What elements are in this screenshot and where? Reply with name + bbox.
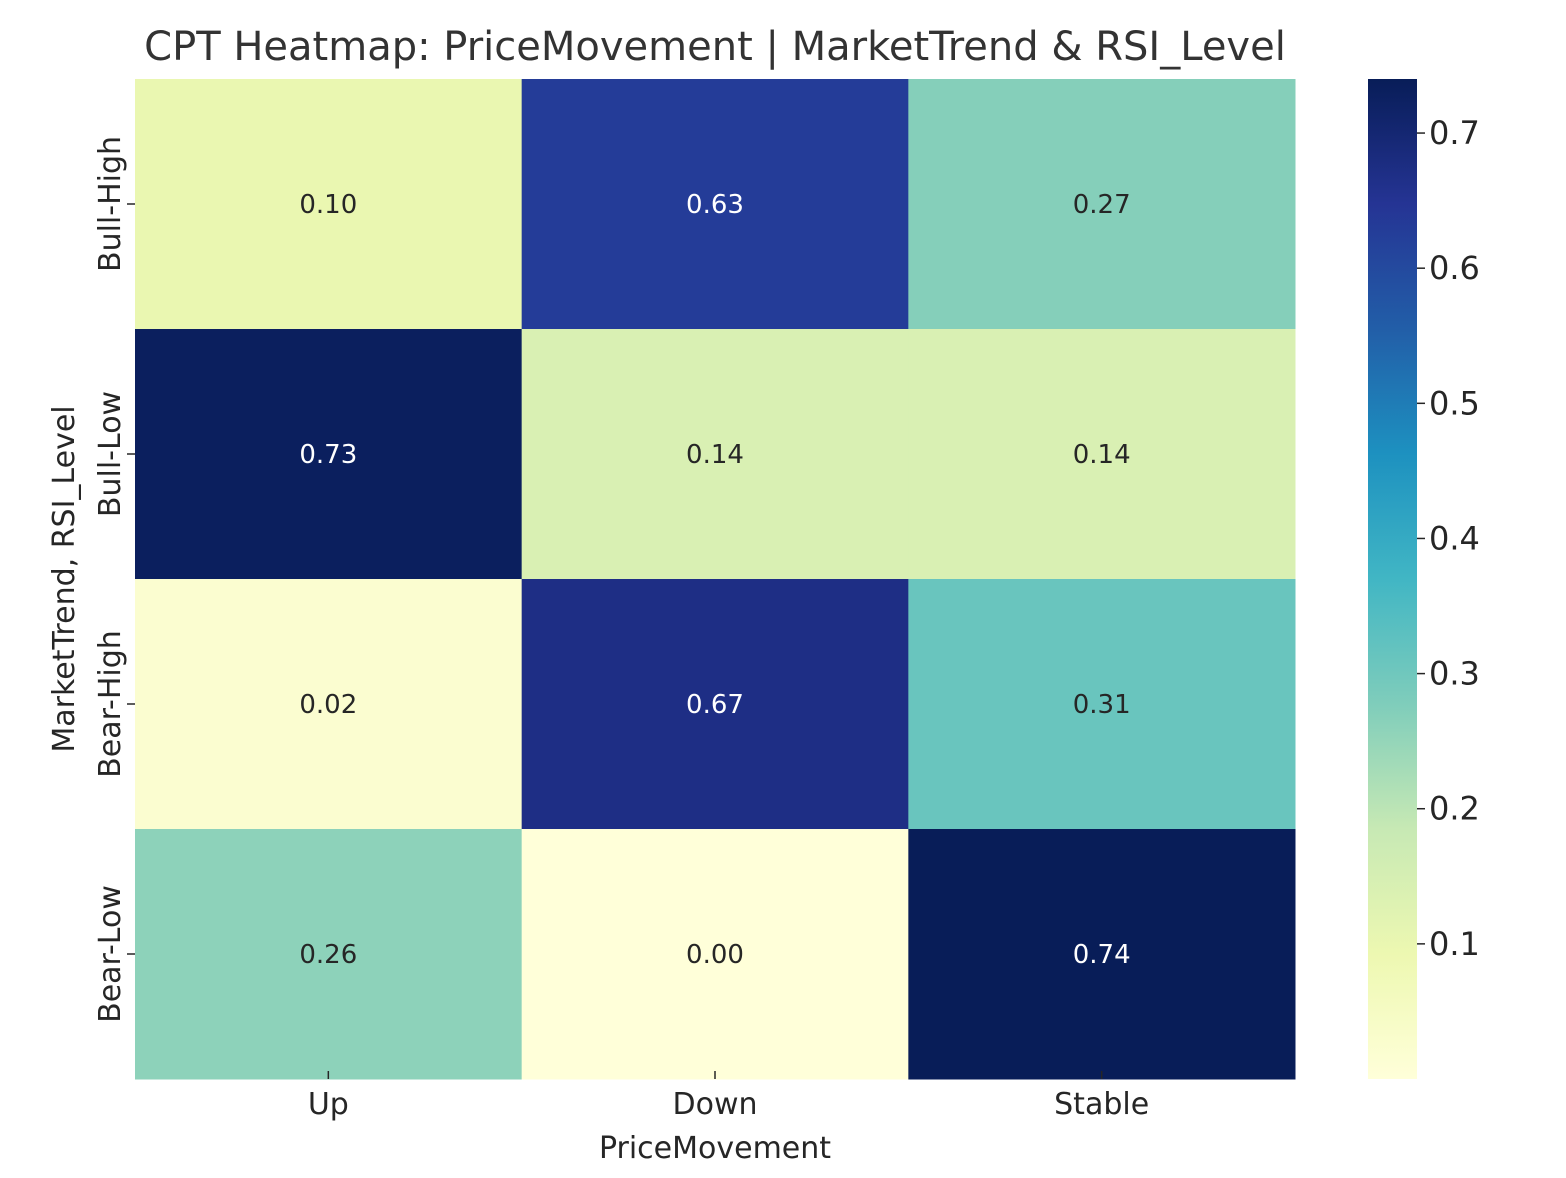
y-axis-label: MarketTrend, RSI_Level bbox=[47, 405, 82, 752]
x-axis-label: PriceMovement bbox=[599, 1131, 831, 1166]
cell-value-label: 0.10 bbox=[299, 190, 357, 220]
cell-value-label: 0.67 bbox=[686, 690, 744, 720]
heatmap-cells: 0.10 0.63 0.27 0.73 0.14 0.14 0.02 0.67 0.31 0.26… bbox=[135, 79, 1296, 1080]
y-tick-label: Bear-High bbox=[93, 630, 128, 778]
colorbar-tick-label: 0.4 bbox=[1429, 519, 1480, 557]
x-tick-label: Down bbox=[672, 1087, 757, 1122]
heatmap-cell-Bull-Low-Stable bbox=[908, 329, 1296, 580]
cell-value-label: 0.63 bbox=[686, 190, 744, 220]
colorbar-ticks: 0.1 0.2 0.3 0.4 0.5 0.6 0.7 bbox=[1417, 114, 1480, 963]
cell-value-label: 0.74 bbox=[1073, 940, 1131, 970]
cell-value-label: 0.02 bbox=[299, 690, 357, 720]
heatmap-cell-Bear-High-Stable bbox=[908, 579, 1296, 830]
y-axis-ticks: Bull-High Bull-Low Bear-High Bear-Low bbox=[93, 136, 135, 1023]
cell-value-label: 0.14 bbox=[686, 440, 744, 470]
heatmap-cell-Bull-High-Stable bbox=[908, 79, 1296, 330]
heatmap-cell-Bear-High-Down bbox=[521, 579, 909, 830]
x-tick-label: Stable bbox=[1054, 1087, 1149, 1122]
chart-title: CPT Heatmap: PriceMovement | MarketTrend… bbox=[144, 24, 1286, 70]
cell-value-label: 0.14 bbox=[1073, 440, 1131, 470]
cell-value-label: 0.73 bbox=[299, 440, 357, 470]
heatmap-cell-Bull-High-Down bbox=[521, 79, 909, 330]
heatmap-cell-Bull-High-Up bbox=[135, 79, 523, 330]
colorbar-tick-label: 0.2 bbox=[1429, 790, 1480, 828]
colorbar-tick-label: 0.7 bbox=[1429, 114, 1480, 152]
colorbar-tick-label: 0.6 bbox=[1429, 249, 1480, 287]
colorbar-tick-label: 0.3 bbox=[1429, 655, 1480, 693]
colorbar-tick-label: 0.5 bbox=[1429, 384, 1480, 422]
y-tick-label: Bull-High bbox=[93, 136, 128, 272]
cell-value-label: 0.26 bbox=[299, 940, 357, 970]
heatmap-cell-Bear-Low-Up bbox=[135, 829, 523, 1080]
heatmap-cell-Bear-Low-Down bbox=[521, 829, 909, 1080]
colorbar bbox=[1368, 79, 1417, 1079]
colorbar-tick-label: 0.1 bbox=[1429, 925, 1480, 963]
y-tick-label: Bull-Low bbox=[93, 391, 128, 517]
heatmap-cell-Bull-Low-Down bbox=[521, 329, 909, 580]
cell-value-label: 0.00 bbox=[686, 940, 744, 970]
heatmap-cell-Bull-Low-Up bbox=[135, 329, 523, 580]
x-tick-label: Up bbox=[308, 1087, 349, 1122]
x-axis-ticks: Up Down Stable bbox=[308, 1071, 1149, 1122]
y-tick-label: Bear-Low bbox=[93, 885, 128, 1023]
cell-value-label: 0.31 bbox=[1073, 690, 1131, 720]
cell-value-label: 0.27 bbox=[1073, 190, 1131, 220]
heatmap-cell-Bear-High-Up bbox=[135, 579, 523, 830]
heatmap-cell-Bear-Low-Stable bbox=[908, 829, 1296, 1080]
